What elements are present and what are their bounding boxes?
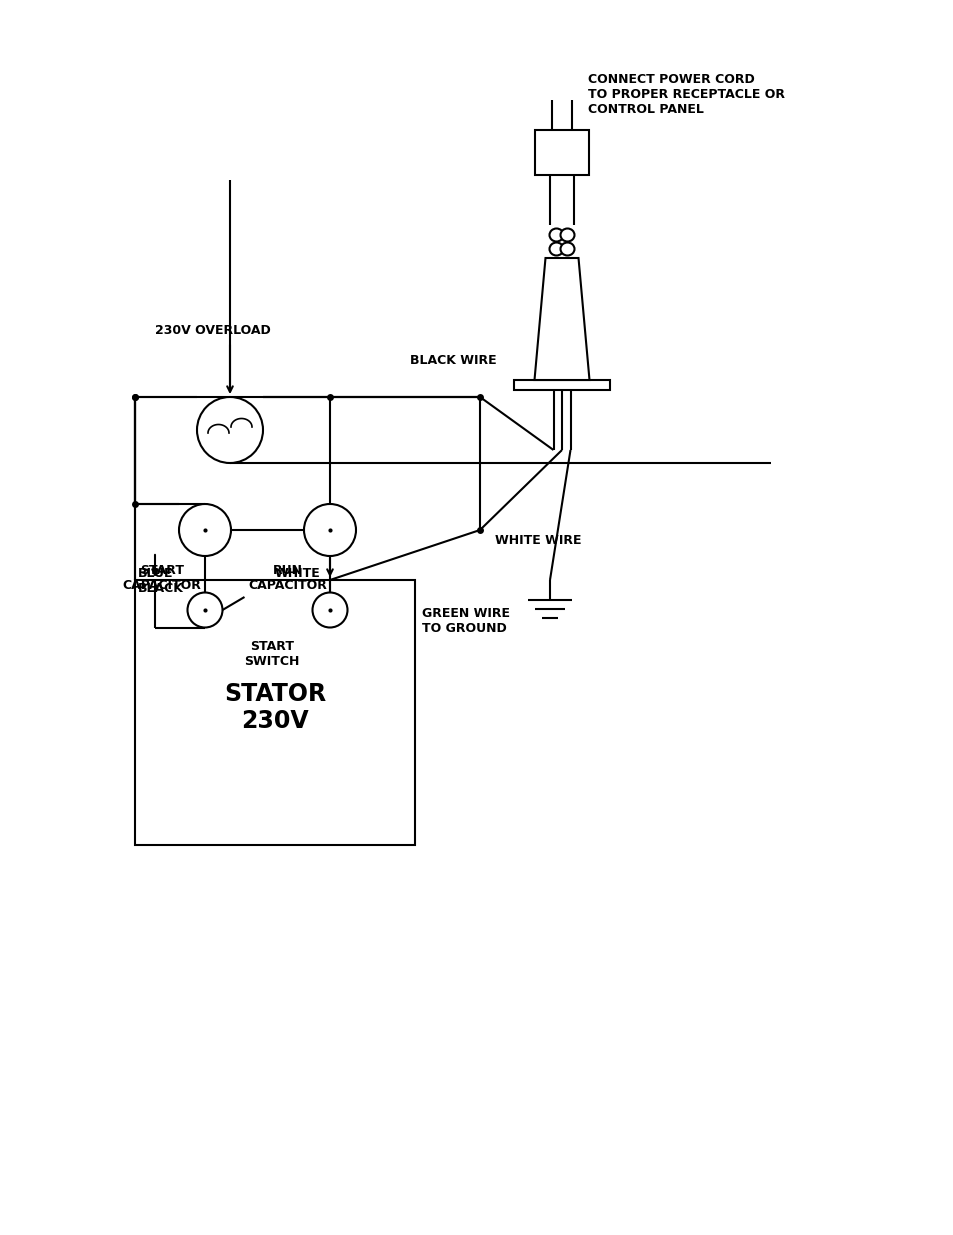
Ellipse shape	[560, 242, 574, 256]
Circle shape	[313, 593, 347, 627]
Text: START
SWITCH: START SWITCH	[244, 640, 299, 668]
Ellipse shape	[549, 228, 563, 242]
Text: RUN
CAPACITOR: RUN CAPACITOR	[249, 564, 327, 592]
FancyBboxPatch shape	[135, 580, 415, 845]
Circle shape	[196, 396, 263, 463]
Text: START
CAPACITOR: START CAPACITOR	[122, 564, 201, 592]
Text: BLACK WIRE: BLACK WIRE	[410, 353, 497, 367]
Circle shape	[304, 504, 355, 556]
Circle shape	[188, 593, 222, 627]
Ellipse shape	[549, 242, 563, 256]
Text: STATOR
230V: STATOR 230V	[224, 682, 326, 734]
Text: WHITE: WHITE	[274, 567, 319, 580]
Text: WHITE WIRE: WHITE WIRE	[495, 534, 581, 547]
FancyBboxPatch shape	[514, 380, 609, 390]
Text: CONNECT POWER CORD
TO PROPER RECEPTACLE OR
CONTROL PANEL: CONNECT POWER CORD TO PROPER RECEPTACLE …	[587, 73, 784, 116]
Text: GREEN WIRE
TO GROUND: GREEN WIRE TO GROUND	[421, 606, 510, 635]
Text: 230V OVERLOAD: 230V OVERLOAD	[154, 324, 271, 336]
Circle shape	[179, 504, 231, 556]
Text: BLUE
BLACK: BLUE BLACK	[138, 567, 184, 595]
FancyBboxPatch shape	[535, 130, 588, 175]
Ellipse shape	[560, 228, 574, 242]
Polygon shape	[534, 258, 589, 380]
